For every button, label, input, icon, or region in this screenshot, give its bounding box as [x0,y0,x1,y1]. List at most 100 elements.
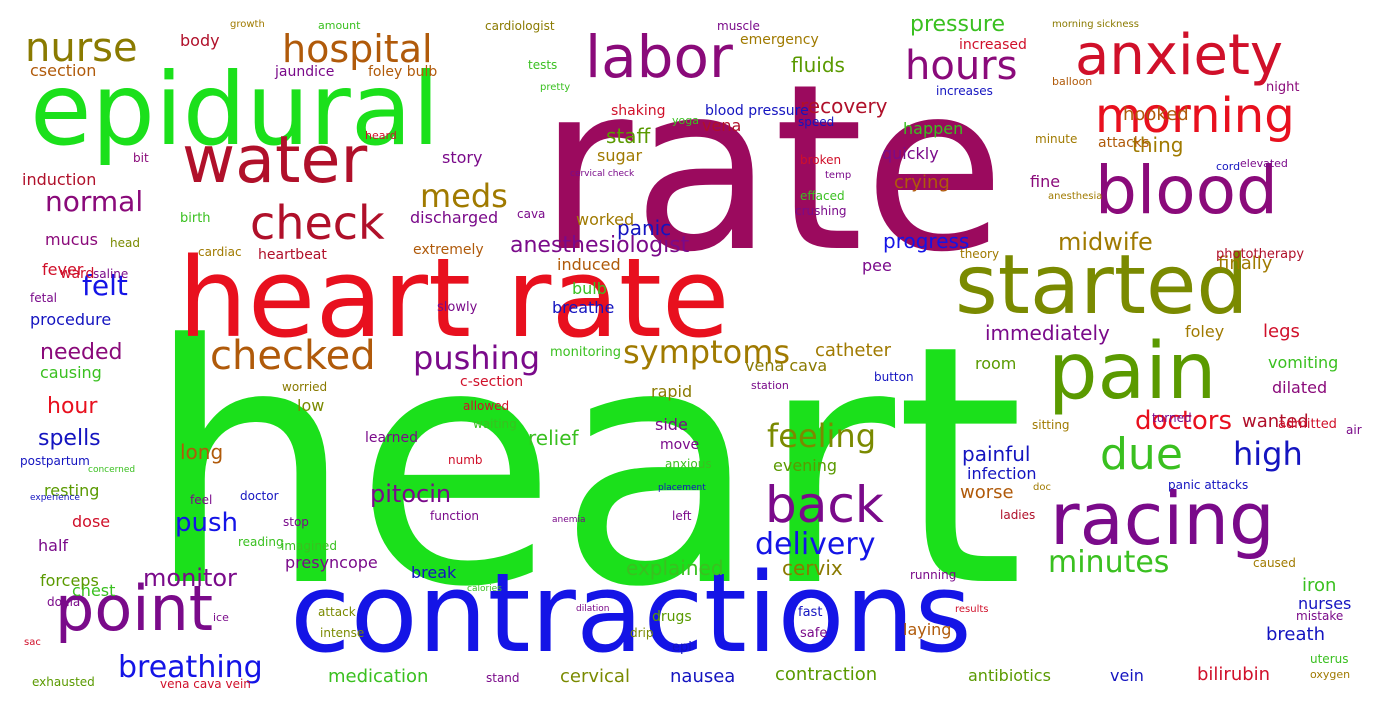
word-left: left [672,509,692,523]
word-doc: doc [1033,482,1051,493]
word-resting: resting [44,481,100,500]
word-half: half [38,536,69,555]
word-worried: worried [282,380,328,394]
word-push: push [175,508,239,538]
word-blood: blood [1095,152,1278,229]
word-breathe: breathe [552,298,615,317]
word-theory: theory [960,247,1000,261]
word-button: button [874,370,914,384]
word-birth: birth [180,211,211,226]
word-cardiac: cardiac [198,245,242,259]
word-hooked: hooked [1123,104,1189,125]
word-hospital: hospital [282,27,433,71]
word-crushing: crushing [795,204,847,218]
word-increases: increases [936,84,993,98]
word-shaking: shaking [611,103,666,119]
word-medication: medication [328,666,429,687]
word-recovery: recovery [800,94,888,118]
word-function: function [430,509,480,523]
word-worse: worse [960,482,1014,503]
word-sugar: sugar [597,146,643,165]
word-catheter: catheter [815,340,891,361]
word-labor: labor [585,23,733,91]
word-wanted: wanted [1242,411,1309,432]
word-tests: tests [528,58,558,72]
word-pretty: pretty [540,82,571,93]
word-turned: turned [1152,411,1192,425]
word-oxygen: oxygen [1310,668,1351,681]
word-breath: breath [1266,624,1326,645]
word-vein: vein [1110,666,1144,685]
word-crying: crying [894,172,950,193]
word-dilation: dilation [576,604,610,614]
word-heart: heart [145,275,1025,659]
word-c-section: c-section [460,374,524,390]
word-drip: drip [630,626,654,640]
word-heard: heard [365,129,397,142]
word-causing: causing [40,363,102,382]
word-ice: ice [213,611,229,624]
word-monitoring: monitoring [550,345,621,360]
word-stand: stand [486,671,520,685]
word-cervical-check: cervical check [570,169,635,179]
word-bit: bit [133,151,149,165]
word-morning: morning [1095,88,1295,144]
word-worked: worked [576,210,635,229]
word-pee: pee [862,256,892,275]
word-epi: epi [672,640,692,655]
word-anesthesia: anesthesia [1048,191,1103,202]
word-vena-cava: vena cava [745,356,828,375]
word-symptoms: symptoms [623,333,791,371]
word-experience: experience [30,493,80,503]
word-needed: needed [40,340,123,365]
word-panic-attacks: panic attacks [1168,478,1249,492]
word-water: water [182,123,368,198]
word-doctor: doctor [240,489,279,503]
word-balloon: balloon [1052,75,1093,88]
word-finally: finally [1218,253,1273,274]
word-effaced: effaced [800,189,845,203]
word-antibiotics: antibiotics [968,666,1051,685]
word-check: check [250,196,385,250]
word-speed: speed [798,115,835,129]
word-sitting: sitting [1032,418,1070,432]
word-yoga: yoga [672,114,699,127]
word-story: story [442,148,483,167]
word-hour: hour [47,394,98,419]
word-uterus: uterus [1310,652,1349,666]
word-reading: reading [238,535,284,549]
word-foley-bulb: foley bulb [368,64,438,80]
word-growth: growth [230,19,265,30]
word-explained: explained [626,556,724,580]
word-mucus: mucus [45,230,98,249]
word-breathing: breathing [118,650,263,685]
word-fine: fine [1030,172,1061,191]
word-caused: caused [1253,556,1296,570]
word-hours: hours [905,43,1018,89]
word-muscle: muscle [717,19,760,33]
word-nurse: nurse [25,25,138,71]
word-stop: stop [283,515,309,529]
word-night: night [1266,80,1300,95]
word-dose: dose [72,512,111,531]
word-move: move [660,437,700,453]
word-postpartum: postpartum [20,454,90,468]
word-anxious: anxious [665,457,712,471]
word-quickly: quickly [882,144,939,163]
word-minutes: minutes [1048,545,1170,580]
word-break: break [411,563,457,582]
word-forceps: forceps [40,571,99,590]
word-anxiety: anxiety [1075,23,1284,88]
word-admitted: admitted [1278,417,1337,432]
word-learned: learned [365,430,418,446]
word-csection: csection [30,61,97,80]
word-slowly: slowly [437,300,478,315]
word-rate: rate [538,36,1006,303]
word-long: long [180,440,224,464]
word-cervical: cervical [560,666,630,687]
word-mistake: mistake [1296,609,1344,623]
word-chest: chest [72,581,116,600]
word-started: started [955,238,1249,333]
word-amount: amount [318,19,361,32]
word-elevated: elevated [1240,157,1288,170]
